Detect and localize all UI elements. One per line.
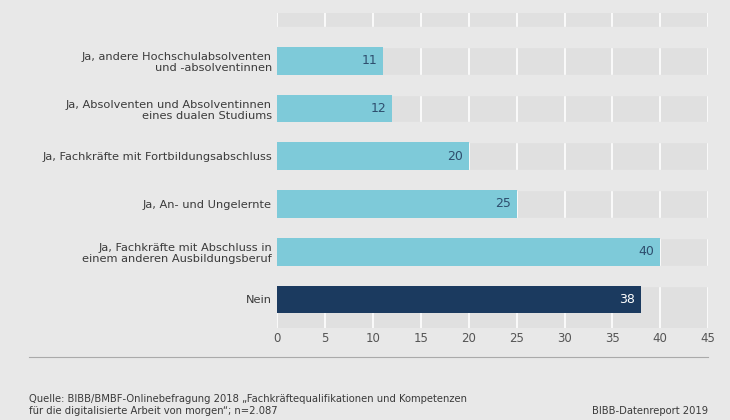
Bar xyxy=(277,47,383,75)
Text: BIBB-Datenreport 2019: BIBB-Datenreport 2019 xyxy=(592,406,708,416)
Bar xyxy=(277,190,517,218)
Bar xyxy=(277,218,708,238)
Text: 11: 11 xyxy=(361,54,377,67)
Bar xyxy=(277,27,708,47)
Text: 25: 25 xyxy=(495,197,511,210)
Bar xyxy=(277,122,708,142)
Bar xyxy=(277,94,392,122)
Text: 20: 20 xyxy=(447,150,463,163)
Text: 12: 12 xyxy=(371,102,386,115)
Bar xyxy=(277,238,660,265)
Bar xyxy=(277,286,641,313)
Bar xyxy=(277,142,469,170)
Bar xyxy=(277,265,708,286)
Bar xyxy=(277,75,708,94)
Text: 38: 38 xyxy=(620,293,635,306)
Text: 40: 40 xyxy=(639,245,655,258)
Bar xyxy=(277,170,708,190)
Text: Quelle: BIBB/BMBF-Onlinebefragung 2018 „Fachkräftequalifikationen und Kompetenze: Quelle: BIBB/BMBF-Onlinebefragung 2018 „… xyxy=(29,394,467,416)
